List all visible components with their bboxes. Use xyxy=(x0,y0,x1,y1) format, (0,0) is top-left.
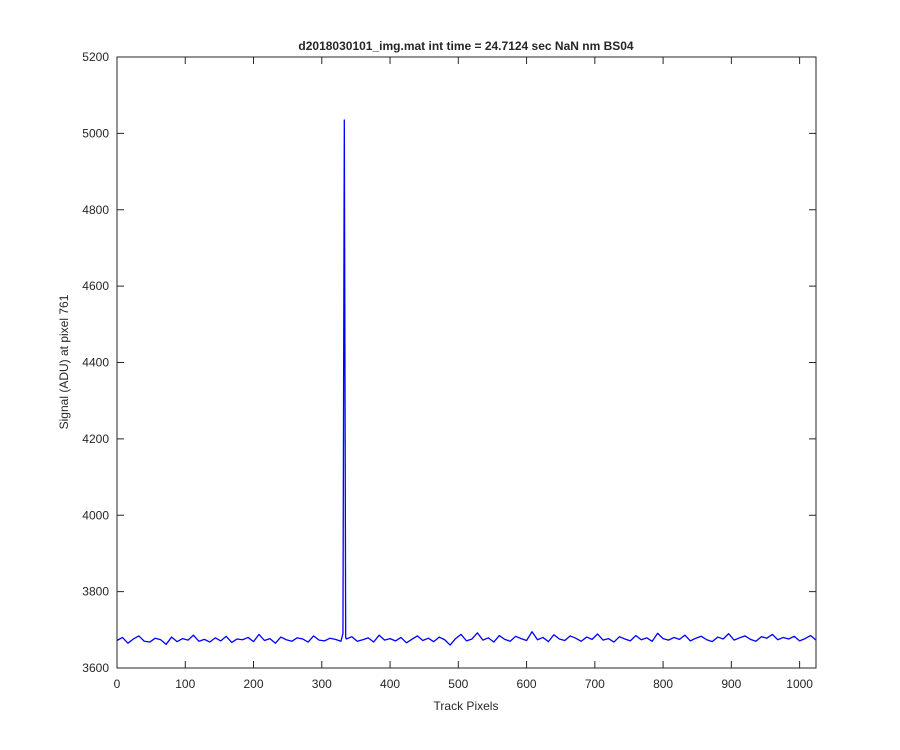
x-tick-label: 200 xyxy=(244,677,264,691)
plot-area xyxy=(117,57,816,668)
x-tick-label: 0 xyxy=(114,677,121,691)
y-tick-label: 4000 xyxy=(82,508,109,522)
x-tick-label: 500 xyxy=(448,677,468,691)
y-tick-label: 3600 xyxy=(82,661,109,675)
y-tick-label: 4400 xyxy=(82,356,109,370)
x-tick-label: 700 xyxy=(585,677,605,691)
x-tick-label: 400 xyxy=(380,677,400,691)
y-tick-label: 4200 xyxy=(82,432,109,446)
x-tick-label: 600 xyxy=(517,677,537,691)
y-tick-label: 4600 xyxy=(82,279,109,293)
x-axis-label: Track Pixels xyxy=(434,699,499,713)
x-tick-label: 800 xyxy=(653,677,673,691)
y-tick-label: 5200 xyxy=(82,50,109,64)
y-tick-label: 4800 xyxy=(82,203,109,217)
chart-title: d2018030101_img.mat int time = 24.7124 s… xyxy=(298,39,634,53)
x-tick-label: 300 xyxy=(312,677,332,691)
x-tick-label: 100 xyxy=(175,677,195,691)
x-tick-label: 900 xyxy=(721,677,741,691)
y-tick-label: 3800 xyxy=(82,585,109,599)
x-tick-label: 1000 xyxy=(786,677,813,691)
y-axis-label: Signal (ADU) at pixel 761 xyxy=(57,294,71,429)
y-tick-label: 5000 xyxy=(82,126,109,140)
data-line xyxy=(116,119,817,646)
axes-box xyxy=(116,56,817,669)
